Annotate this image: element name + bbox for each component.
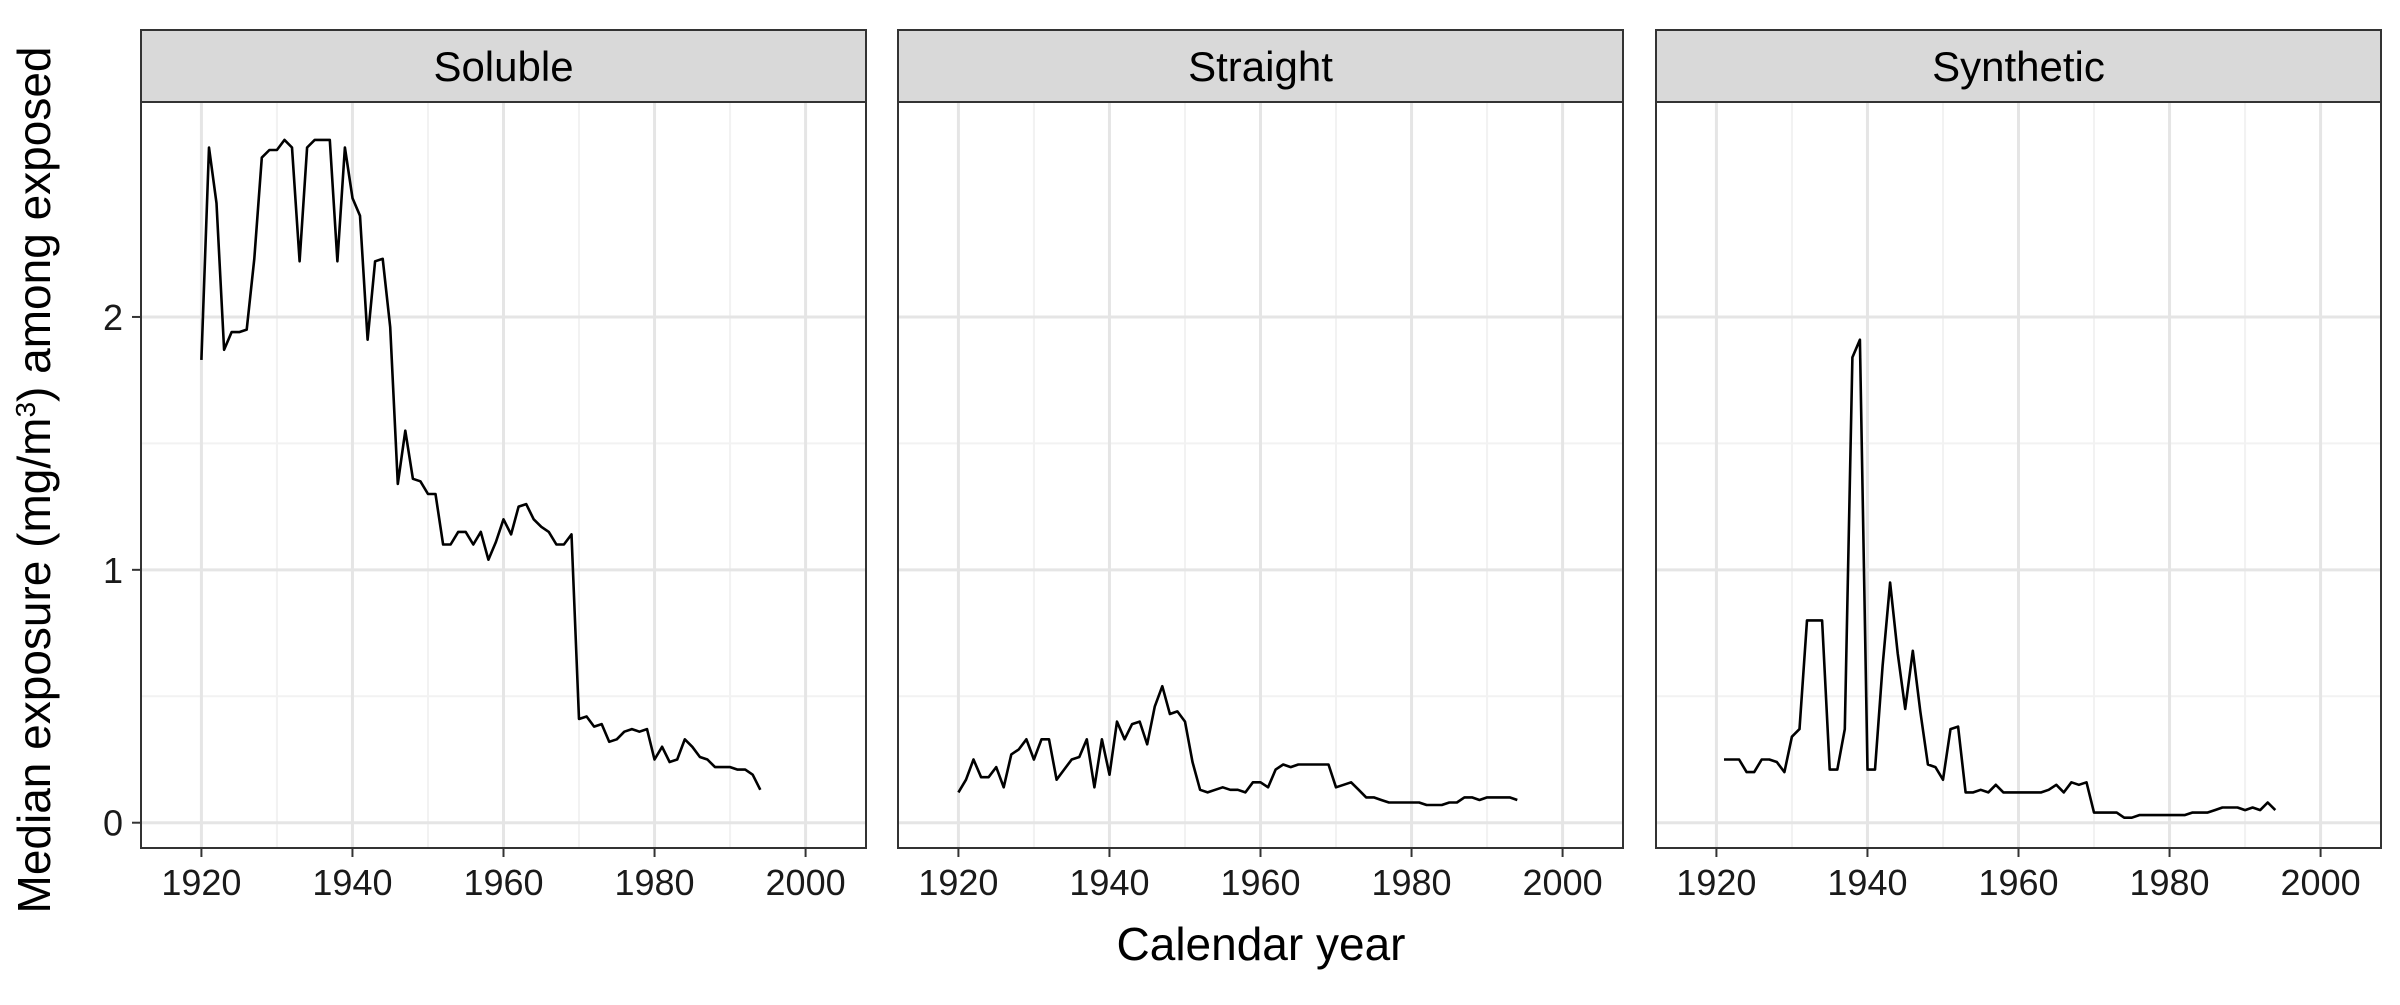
facet-strip (897, 29, 1624, 103)
x-tick-label: 2000 (1523, 862, 1603, 903)
series-line-synthetic (1724, 338, 2277, 820)
x-tick-label: 1920 (918, 862, 998, 903)
panel-soluble: Soluble 1920 1940 1960 1980 2000 0 1 2 (103, 29, 867, 903)
x-tick-label: 1960 (463, 862, 543, 903)
y-axis-title-suffix: ) among exposed (8, 46, 60, 401)
x-tick-label: 1940 (1069, 862, 1149, 903)
facet-strip-label: Soluble (433, 43, 573, 90)
x-tick-label: 1980 (2129, 862, 2209, 903)
x-tick-label: 1980 (614, 862, 694, 903)
facet-strip (1655, 29, 2382, 103)
x-tick-label: 1920 (161, 862, 241, 903)
facet-strip-label: Straight (1188, 43, 1333, 90)
y-tick-label: 2 (103, 297, 123, 338)
panel-straight: Straight 1920 1940 1960 1980 2000 (897, 29, 1624, 903)
x-tick-label: 1960 (1220, 862, 1300, 903)
x-axis-title: Calendar year (1117, 918, 1406, 970)
facet-strip (140, 29, 867, 103)
x-tick-label: 2000 (766, 862, 846, 903)
x-tick-label: 2000 (2281, 862, 2361, 903)
x-tick-label: 1920 (1676, 862, 1756, 903)
y-axis-title: Median exposure (mg/m3) among exposed (8, 46, 60, 913)
y-axis-title-superscript: 3 (10, 402, 41, 418)
facet-strip-label: Synthetic (1932, 43, 2105, 90)
series-line-straight (957, 684, 1518, 807)
x-tick-label: 1940 (1827, 862, 1907, 903)
panel-synthetic: Synthetic 1920 1940 1960 1980 2000 (1655, 29, 2382, 903)
x-tick-label: 1960 (1978, 862, 2058, 903)
y-tick-label: 1 (103, 550, 123, 591)
series-line-soluble (200, 138, 762, 791)
y-tick-label: 0 (103, 803, 123, 844)
panels-layer: Soluble 1920 1940 1960 1980 2000 0 1 2 Straight 19… (103, 29, 2382, 903)
x-tick-label: 1980 (1371, 862, 1451, 903)
y-axis-title-prefix: Median exposure (mg/m (8, 418, 60, 914)
x-tick-label: 1940 (312, 862, 392, 903)
